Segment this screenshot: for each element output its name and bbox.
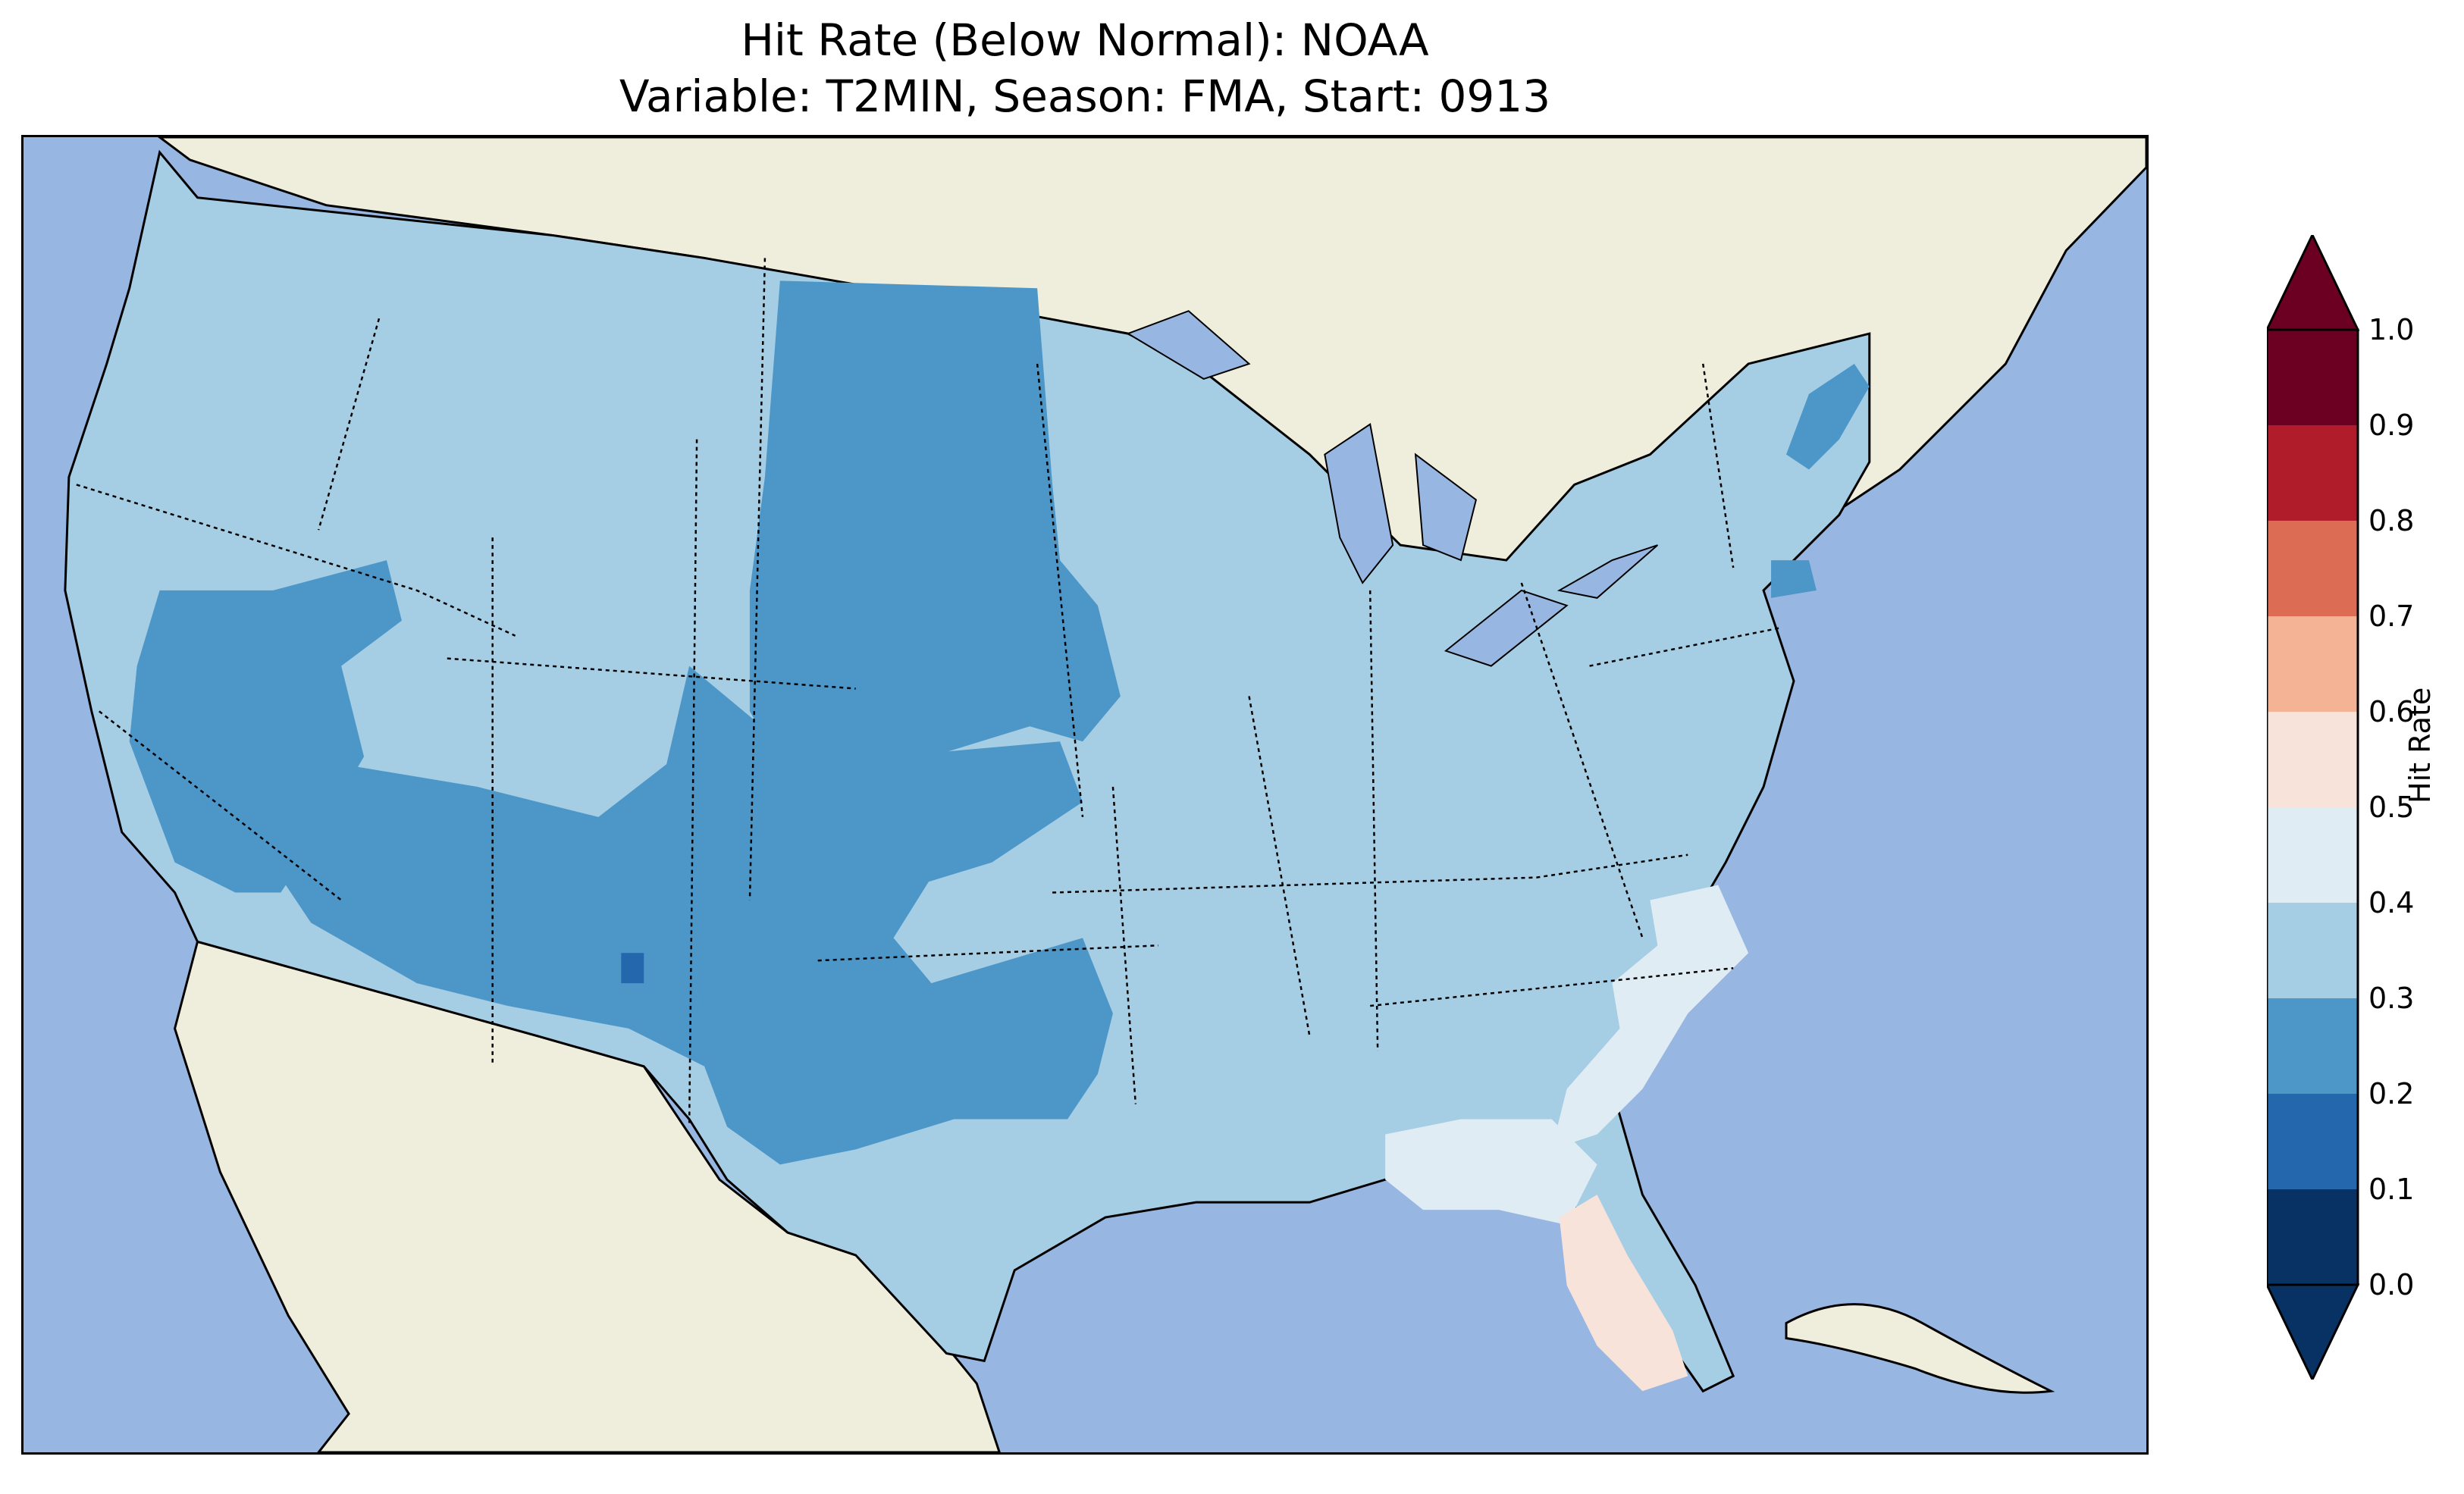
colorbar-segments: [2267, 330, 2358, 1285]
colorbar-tick-label: 0.7: [2368, 600, 2415, 633]
map-title-line-1: Hit Rate (Below Normal): NOAA: [741, 14, 1429, 66]
colorbar-tick-label: 0.0: [2368, 1268, 2415, 1301]
great-lakes: [1126, 310, 1659, 667]
colorbar-segment: [2267, 712, 2358, 807]
colorbar-tick-label: 0.6: [2368, 695, 2415, 728]
colorbar-tick-label: 1.0: [2368, 313, 2415, 346]
new-england-coast-region: [1771, 560, 1817, 598]
colorbar-top-extension-arrow: [2267, 235, 2360, 331]
central-plains-region: [802, 741, 1083, 893]
colorbar-tick-label: 0.3: [2368, 982, 2415, 1015]
colorbar-outline: [2267, 328, 2359, 1286]
new-mexico-spot: [621, 953, 644, 984]
mexico-land: [174, 940, 1001, 1452]
colorbar-tick-label: 0.5: [2368, 791, 2415, 824]
colorbar-segment: [2267, 903, 2358, 998]
map-frame: [21, 135, 2149, 1455]
colorbar-tick-label: 0.1: [2368, 1173, 2415, 1206]
map-canvas: [64, 137, 2146, 1452]
northern-plains-region: [749, 280, 1121, 765]
colorbar-segment: [2267, 616, 2358, 712]
colorbar-tick-label: 0.9: [2368, 409, 2415, 442]
colorbar-segment: [2267, 1189, 2358, 1285]
colorbar-segment: [2267, 330, 2358, 425]
colorbar-tick-label: 0.8: [2368, 504, 2415, 537]
colorbar-segment: [2267, 521, 2358, 616]
colorbar-tick-label: 0.2: [2368, 1077, 2415, 1110]
colorbar-segment: [2267, 425, 2358, 521]
georgia-north-florida-region: [1385, 1119, 1597, 1226]
florida-region: [1559, 1195, 1688, 1392]
great-basin-region: [129, 560, 402, 893]
colorbar-label: Hit Rate: [2403, 687, 2437, 803]
map-title-line-2: Variable: T2MIN, Season: FMA, Start: 091…: [619, 70, 1551, 122]
colorbar-bottom-extension-arrow: [2267, 1283, 2360, 1380]
new-england-coast-region: [1786, 363, 1870, 470]
colorbar-segment: [2267, 998, 2358, 1094]
colorbar: [2267, 235, 2360, 1380]
colorbar-segment: [2267, 807, 2358, 903]
carolina-coast-region: [1551, 885, 1749, 1150]
colorbar-segment: [2267, 1094, 2358, 1189]
colorbar-tick-label: 0.4: [2368, 886, 2415, 919]
state-boundaries: [76, 258, 1779, 1127]
cuba-land: [1785, 1303, 2055, 1394]
